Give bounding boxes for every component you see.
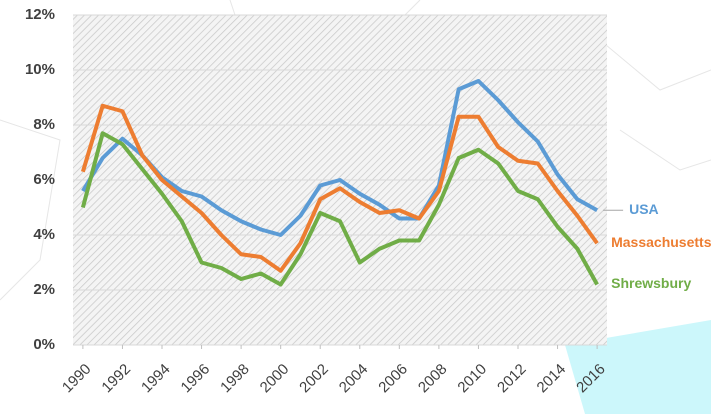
series-line [80,103,599,273]
series-line [80,131,599,287]
series-line [81,79,599,237]
series-label: Shrewsbury [611,275,691,291]
y-tick-label: 10% [25,61,55,78]
y-tick-label: 2% [33,281,55,298]
y-tick-label: 0% [33,336,55,353]
y-tick-label: 4% [33,226,55,243]
y-tick-label: 12% [25,6,55,23]
series-label: Massachusetts [611,234,711,250]
series-label: USA [629,201,659,217]
y-tick-label: 6% [33,171,55,188]
y-tick-label: 8% [33,116,55,133]
